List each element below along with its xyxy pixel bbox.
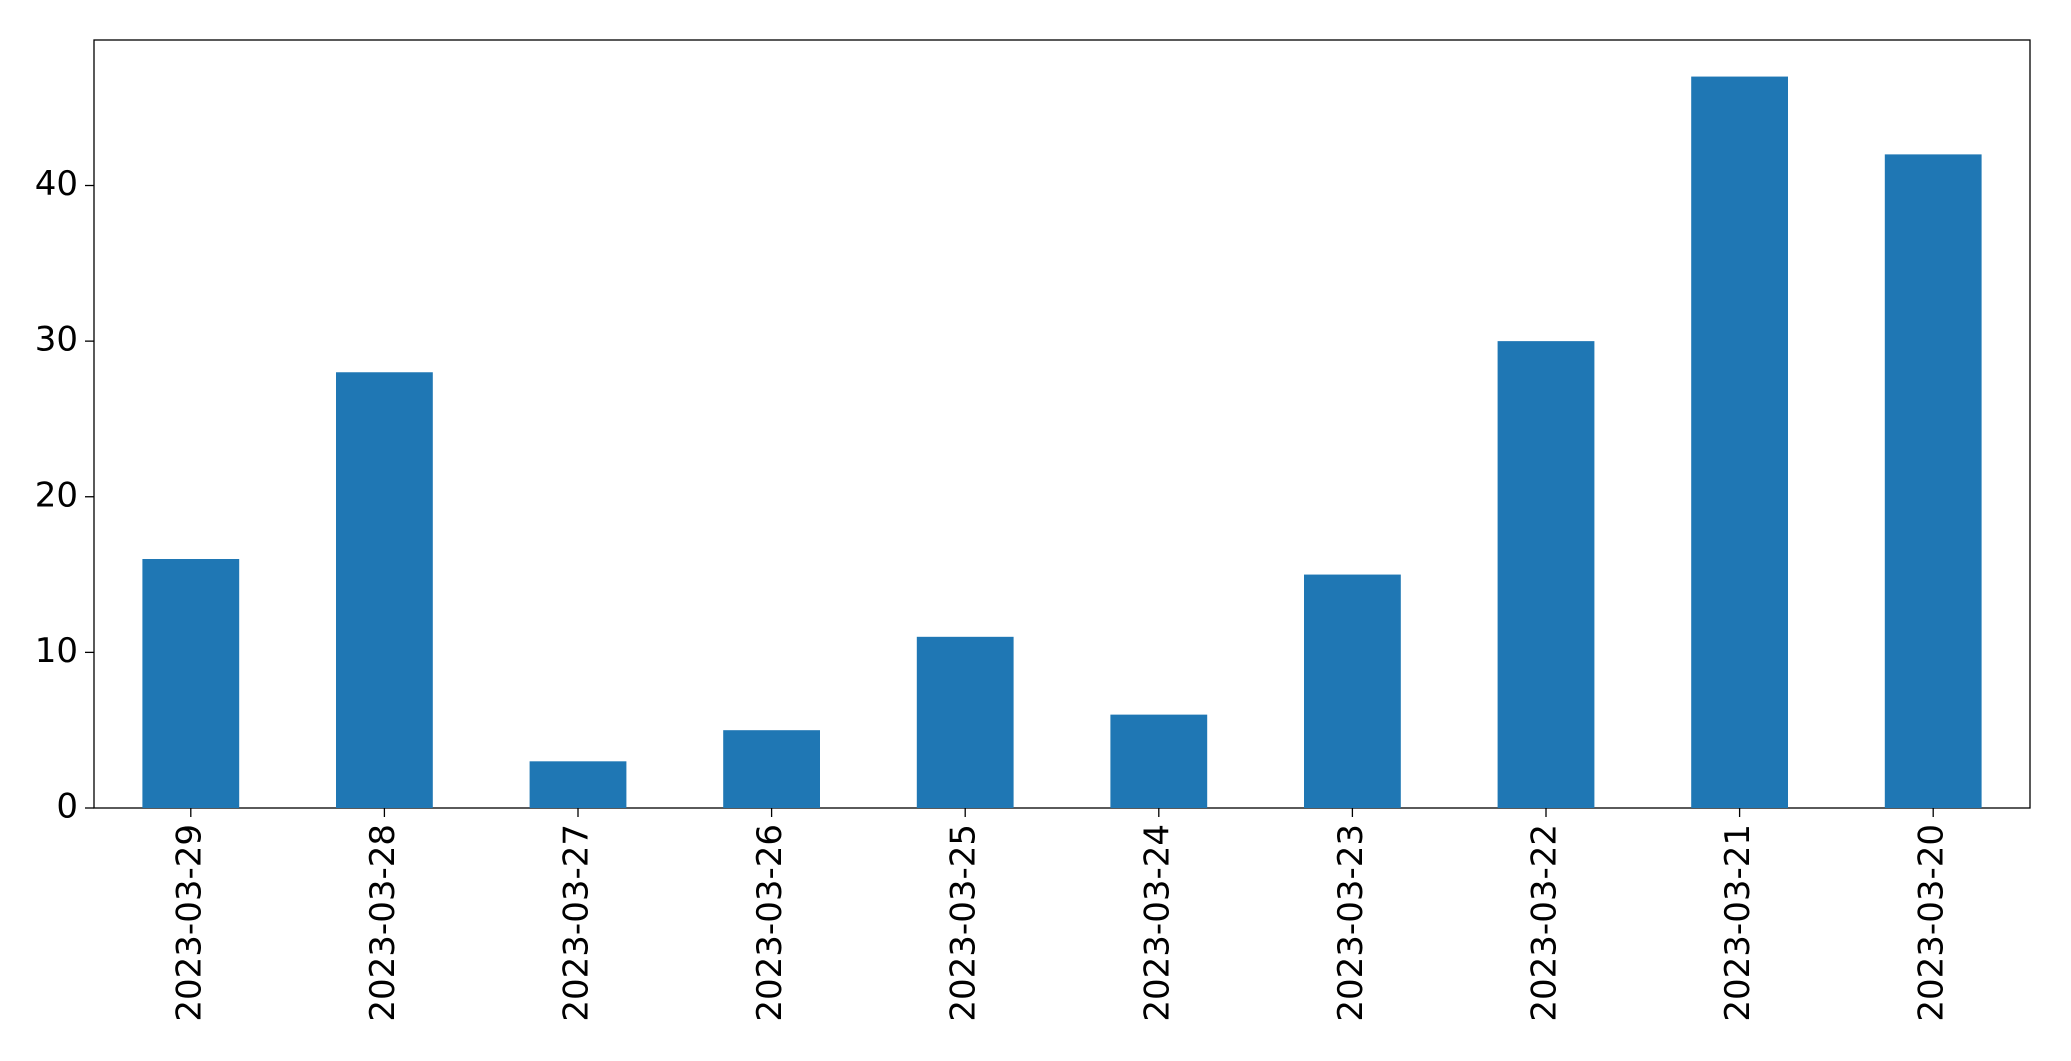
x-tick-label: 2023-03-25 <box>944 824 984 1022</box>
bar <box>916 636 1014 808</box>
y-tick-label: 0 <box>56 787 78 827</box>
x-tick-label: 2023-03-22 <box>1525 824 1565 1022</box>
bar <box>1884 154 1982 808</box>
bar <box>1110 714 1208 808</box>
y-tick-label: 10 <box>35 631 78 671</box>
x-tick-label: 2023-03-28 <box>363 824 403 1022</box>
x-tick-label: 2023-03-24 <box>1137 824 1177 1022</box>
bar <box>1304 574 1401 808</box>
x-tick-label: 2023-03-20 <box>1912 824 1952 1022</box>
x-tick-label: 2023-03-26 <box>750 824 790 1022</box>
x-tick-label: 2023-03-27 <box>557 824 597 1022</box>
plot-frame <box>93 39 2031 809</box>
y-tick-label: 20 <box>35 475 78 515</box>
y-tick-label: 30 <box>35 320 78 360</box>
bar <box>1497 341 1595 808</box>
y-tick-label: 40 <box>35 164 78 204</box>
x-tick-label: 2023-03-21 <box>1718 824 1758 1022</box>
bar <box>336 372 433 808</box>
bar <box>723 730 820 808</box>
x-tick-label: 2023-03-29 <box>169 824 209 1022</box>
x-tick-label: 2023-03-23 <box>1331 824 1371 1022</box>
bar <box>1691 76 1788 809</box>
bar <box>142 559 240 808</box>
bar <box>529 761 627 808</box>
